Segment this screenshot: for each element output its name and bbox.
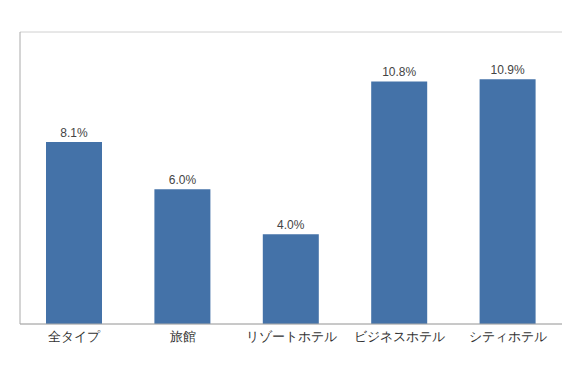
svg-text:ビジネスホテル: ビジネスホテル	[354, 329, 445, 344]
svg-text:10.8%: 10.8%	[382, 65, 416, 79]
svg-text:4.0%: 4.0%	[277, 218, 305, 232]
svg-text:シティホテル: シティホテル	[469, 329, 547, 344]
svg-text:全タイプ: 全タイプ	[48, 329, 101, 344]
svg-text:旅館: 旅館	[170, 329, 196, 344]
svg-text:10.9%: 10.9%	[491, 63, 525, 77]
svg-text:8.1%: 8.1%	[60, 126, 88, 140]
svg-text:リゾートホテル: リゾートホテル	[246, 329, 337, 344]
svg-text:6.0%: 6.0%	[169, 173, 197, 187]
